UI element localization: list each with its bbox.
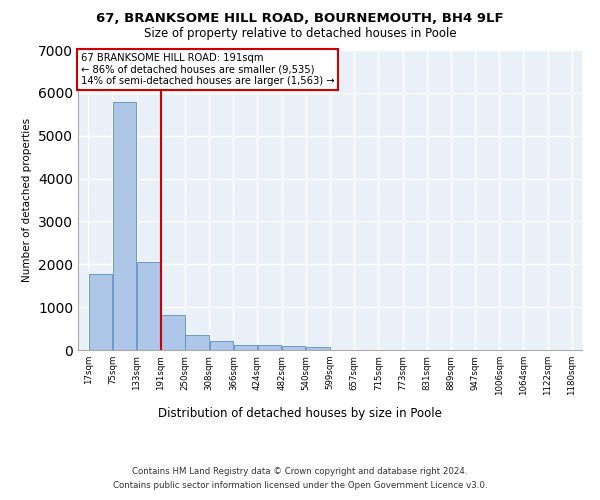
Bar [113,102,136,350]
Text: Size of property relative to detached houses in Poole: Size of property relative to detached ho… [143,28,457,40]
Text: 67 BRANKSOME HILL ROAD: 191sqm
← 86% of detached houses are smaller (9,535)
14% : 67 BRANKSOME HILL ROAD: 191sqm ← 86% of … [80,53,334,86]
Y-axis label: Number of detached properties: Number of detached properties [22,118,32,282]
Text: Contains public sector information licensed under the Open Government Licence v3: Contains public sector information licen… [113,481,487,490]
Bar [209,342,233,350]
Bar [161,315,185,350]
Bar [89,274,112,350]
Text: Distribution of detached houses by size in Poole: Distribution of detached houses by size … [158,408,442,420]
Text: Contains HM Land Registry data © Crown copyright and database right 2024.: Contains HM Land Registry data © Crown c… [132,468,468,476]
Bar [258,346,281,350]
Bar [282,346,305,350]
Text: 67, BRANKSOME HILL ROAD, BOURNEMOUTH, BH4 9LF: 67, BRANKSOME HILL ROAD, BOURNEMOUTH, BH… [96,12,504,26]
Bar [306,346,330,350]
Bar [233,345,257,350]
Bar [185,336,209,350]
Bar [137,262,160,350]
